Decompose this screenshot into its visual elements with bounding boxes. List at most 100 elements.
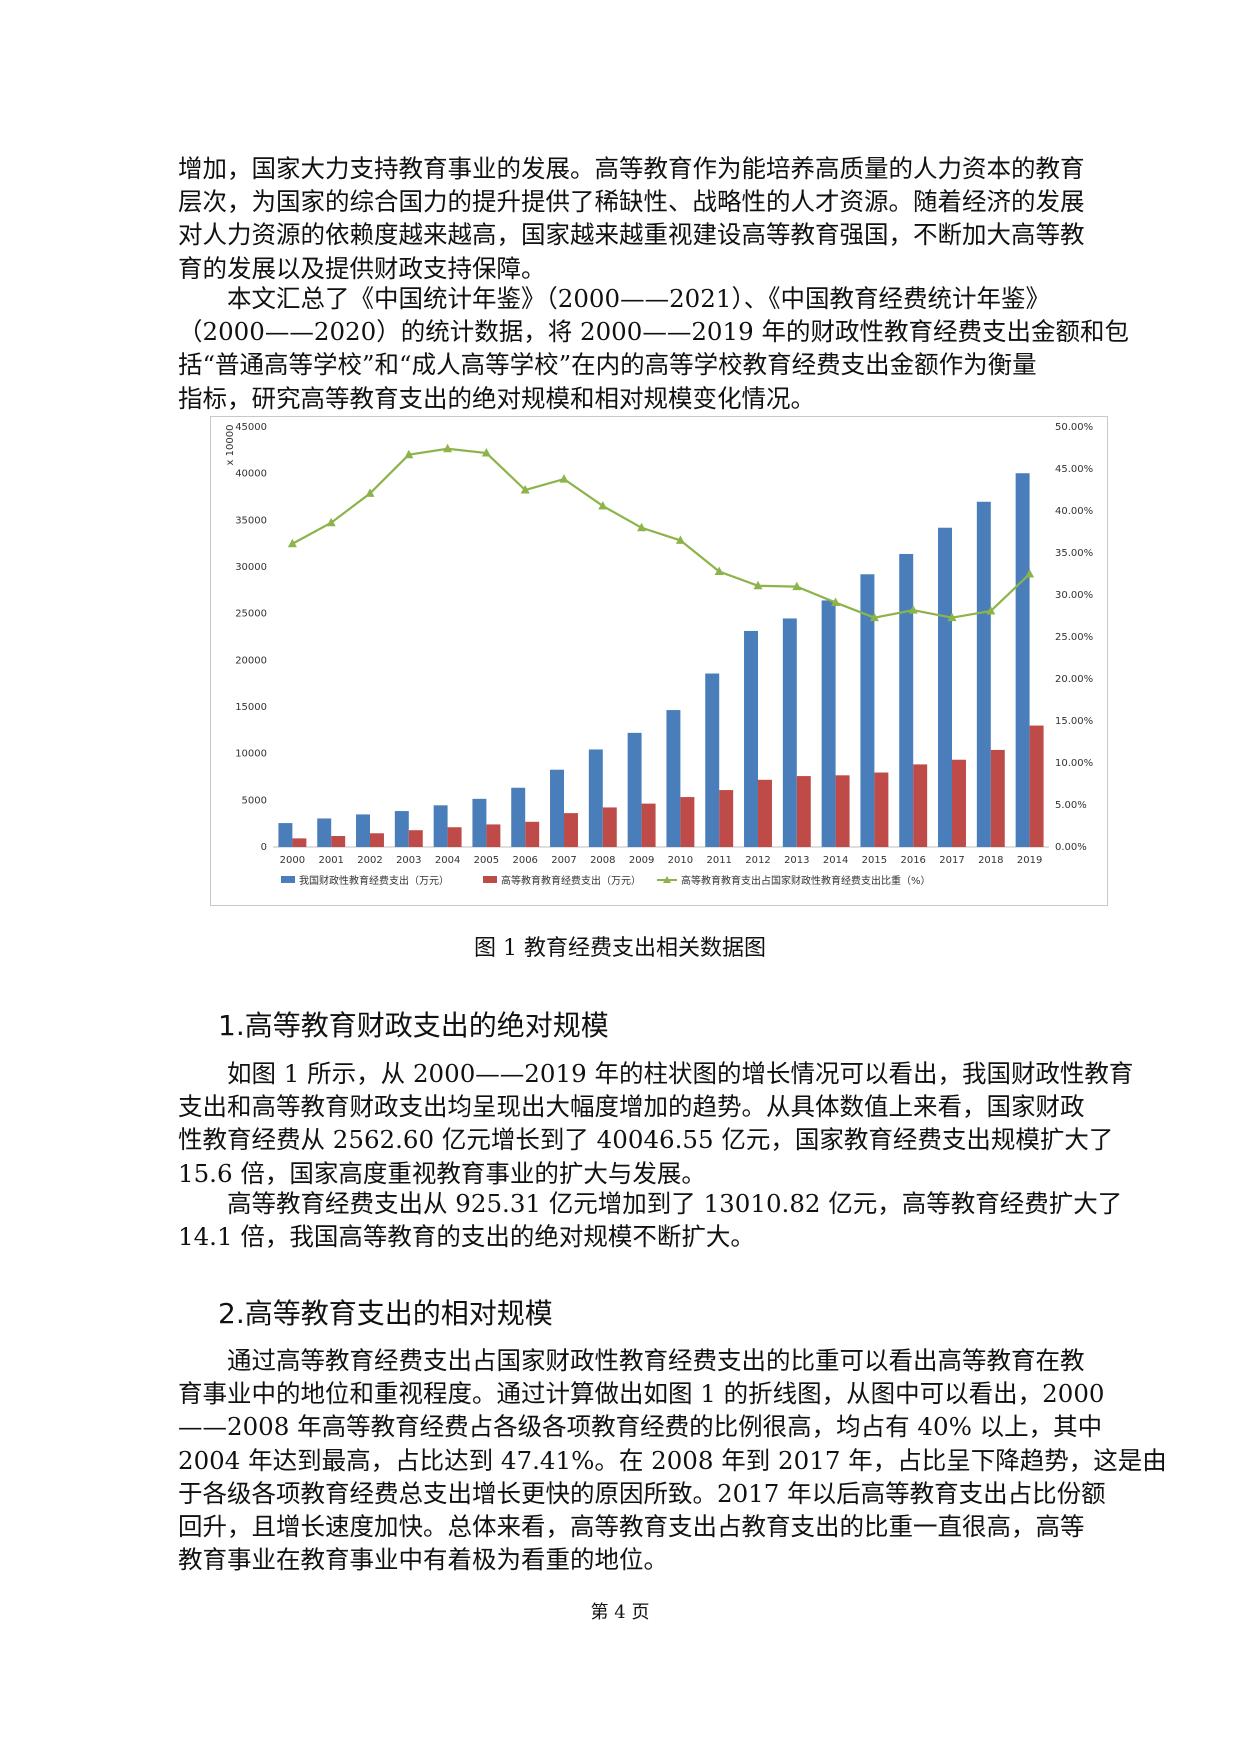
x-tick-label: 2009 <box>629 855 654 866</box>
y2-tick-label: 10.00% <box>1055 758 1093 769</box>
y2-tick-label: 25.00% <box>1055 632 1093 643</box>
section-heading-relative-scale: 2.高等教育支出的相对规模 <box>218 1297 553 1330</box>
line-point <box>714 566 724 575</box>
text-line: 指标，研究高等教育支出的绝对规模和相对规模变化情况。 <box>178 383 815 413</box>
x-tick-label: 2002 <box>357 855 382 866</box>
x-tick-label: 2018 <box>978 855 1003 866</box>
line-point <box>675 535 685 544</box>
bar <box>511 787 526 847</box>
bar <box>796 776 811 847</box>
bar <box>525 821 540 847</box>
bar <box>744 630 758 847</box>
y-tick-label: 0 <box>261 842 267 853</box>
bar <box>292 838 307 847</box>
bar <box>782 618 797 847</box>
x-tick-label: 2008 <box>590 855 615 866</box>
bar <box>408 830 423 847</box>
bar <box>317 818 332 847</box>
y2-tick-label: 20.00% <box>1055 674 1093 685</box>
y-tick-label: 5000 <box>242 795 267 806</box>
text-line: 高等教育经费支出从 925.31 亿元增加到了 13010.82 亿元，高等教育… <box>178 1189 1123 1218</box>
x-tick-label: 2010 <box>668 855 693 866</box>
x-tick-label: 2005 <box>474 855 499 866</box>
y-unit-label: x 10000 <box>225 425 236 466</box>
line-point <box>520 485 530 494</box>
bar <box>433 805 448 847</box>
bar <box>899 553 914 847</box>
x-tick-label: 2006 <box>512 855 537 866</box>
line-point <box>908 605 918 614</box>
legend-swatch <box>483 876 497 883</box>
x-tick-label: 2015 <box>862 855 887 866</box>
text-line: 教育事业在教育事业中有着极为看重的地位。 <box>178 1545 668 1575</box>
bar <box>370 833 384 847</box>
text-line: 性教育经费从 2562.60 亿元增长到了 40046.55 亿元，国家教育经费… <box>178 1125 1114 1155</box>
bar <box>486 824 501 847</box>
legend-label: 我国财政性教育经费支出（万元） <box>299 874 449 887</box>
intro-paragraph: 增加，国家大力支持教育事业的发展。高等教育作为能培养高质量的人力资本的教育 层次… <box>178 152 1102 285</box>
text-line: 育的发展以及提供财政支持保障。 <box>178 253 546 283</box>
bar <box>835 775 850 847</box>
text-line: 于各级各项教育经费总支出增长更快的原因所致。2017 年以后高等教育支出占比份额 <box>178 1478 1106 1508</box>
y2-tick-label: 40.00% <box>1055 506 1093 517</box>
text-line: 层次，为国家的综合国力的提升提供了稀缺性、战略性的人才资源。随着经济的发展 <box>178 187 1085 217</box>
bar <box>758 779 772 847</box>
ratio-line <box>291 447 1031 619</box>
education-expenditure-chart: 0 5000 10000 15000 20000 25000 30000 35000 40000… <box>210 416 1108 906</box>
bar <box>588 749 603 847</box>
line-point <box>753 580 763 590</box>
y-tick-label: 30000 <box>235 562 267 573</box>
line-point <box>559 474 569 483</box>
bar <box>356 814 370 847</box>
bar <box>627 732 642 847</box>
x-tick-label: 2017 <box>939 855 964 866</box>
line-point <box>869 612 879 622</box>
line-point <box>598 500 608 510</box>
line-point <box>831 597 841 607</box>
x-tick-label: 2019 <box>1017 855 1042 866</box>
legend-swatch <box>281 876 295 883</box>
bar <box>938 527 952 847</box>
bar <box>719 790 734 847</box>
y2-tick-label: 45.00% <box>1055 464 1093 475</box>
bar <box>278 823 293 847</box>
text-line: 本文汇总了《中国统计年鉴》（2000——2021）、《中国教育经费统计年鉴》 <box>178 284 1050 313</box>
text-line: ——2008 年高等教育经费占各级各项教育经费的比例很高，均占有 40% 以上，… <box>178 1412 1103 1442</box>
y-tick-label: 25000 <box>235 609 267 620</box>
y-tick-label: 35000 <box>235 515 267 526</box>
bar <box>680 797 695 847</box>
figure-caption: 图 1 教育经费支出相关数据图 <box>474 936 766 961</box>
x-tick-label: 2011 <box>706 855 731 866</box>
bar <box>666 710 681 847</box>
line-point <box>792 581 802 591</box>
bar <box>550 769 564 847</box>
x-tick-label: 2004 <box>435 855 460 866</box>
text-line: （2000——2020）的统计数据，将 2000——2019 年的财政性教育经费… <box>178 317 1129 347</box>
legend-label: 高等教育教育经费支出（万元） <box>501 874 641 887</box>
bar <box>860 574 875 847</box>
x-tick-label: 2014 <box>823 855 848 866</box>
line-point <box>637 522 647 532</box>
y2-tick-label: 15.00% <box>1055 716 1093 727</box>
line-point <box>287 538 297 548</box>
bar <box>705 673 720 847</box>
section1-paragraph-1: 如图 1 所示，从 2000——2019 年的柱状图的增长情况可以看出，我国财政… <box>178 1057 1133 1190</box>
x-tick-label: 2001 <box>318 855 343 866</box>
bar <box>874 772 889 847</box>
text-line: 回升，且增长速度加快。总体来看，高等教育支出占教育支出的比重一直很高，高等 <box>178 1512 1085 1542</box>
y-tick-label: 40000 <box>235 469 267 480</box>
text-line: 通过高等教育经费支出占国家财政性教育经费支出的比重可以看出高等教育在教 <box>178 1346 1085 1375</box>
sources-paragraph: 本文汇总了《中国统计年鉴》（2000——2021）、《中国教育经费统计年鉴》 （… <box>178 282 1129 415</box>
y2-tick-label: 5.00% <box>1055 800 1087 811</box>
line-point <box>365 488 375 497</box>
bar <box>976 501 991 847</box>
line-point <box>986 605 996 615</box>
y-tick-label: 20000 <box>235 655 267 666</box>
line-point <box>481 448 491 457</box>
text-line: 增加，国家大力支持教育事业的发展。高等教育作为能培养高质量的人力资本的教育 <box>178 154 1085 183</box>
x-tick-label: 2007 <box>551 855 576 866</box>
section1-paragraph-2: 高等教育经费支出从 925.31 亿元增加到了 13010.82 亿元，高等教育… <box>178 1187 1123 1253</box>
line-point <box>326 517 336 527</box>
line-point <box>443 443 453 453</box>
x-tick-label: 2013 <box>784 855 809 866</box>
